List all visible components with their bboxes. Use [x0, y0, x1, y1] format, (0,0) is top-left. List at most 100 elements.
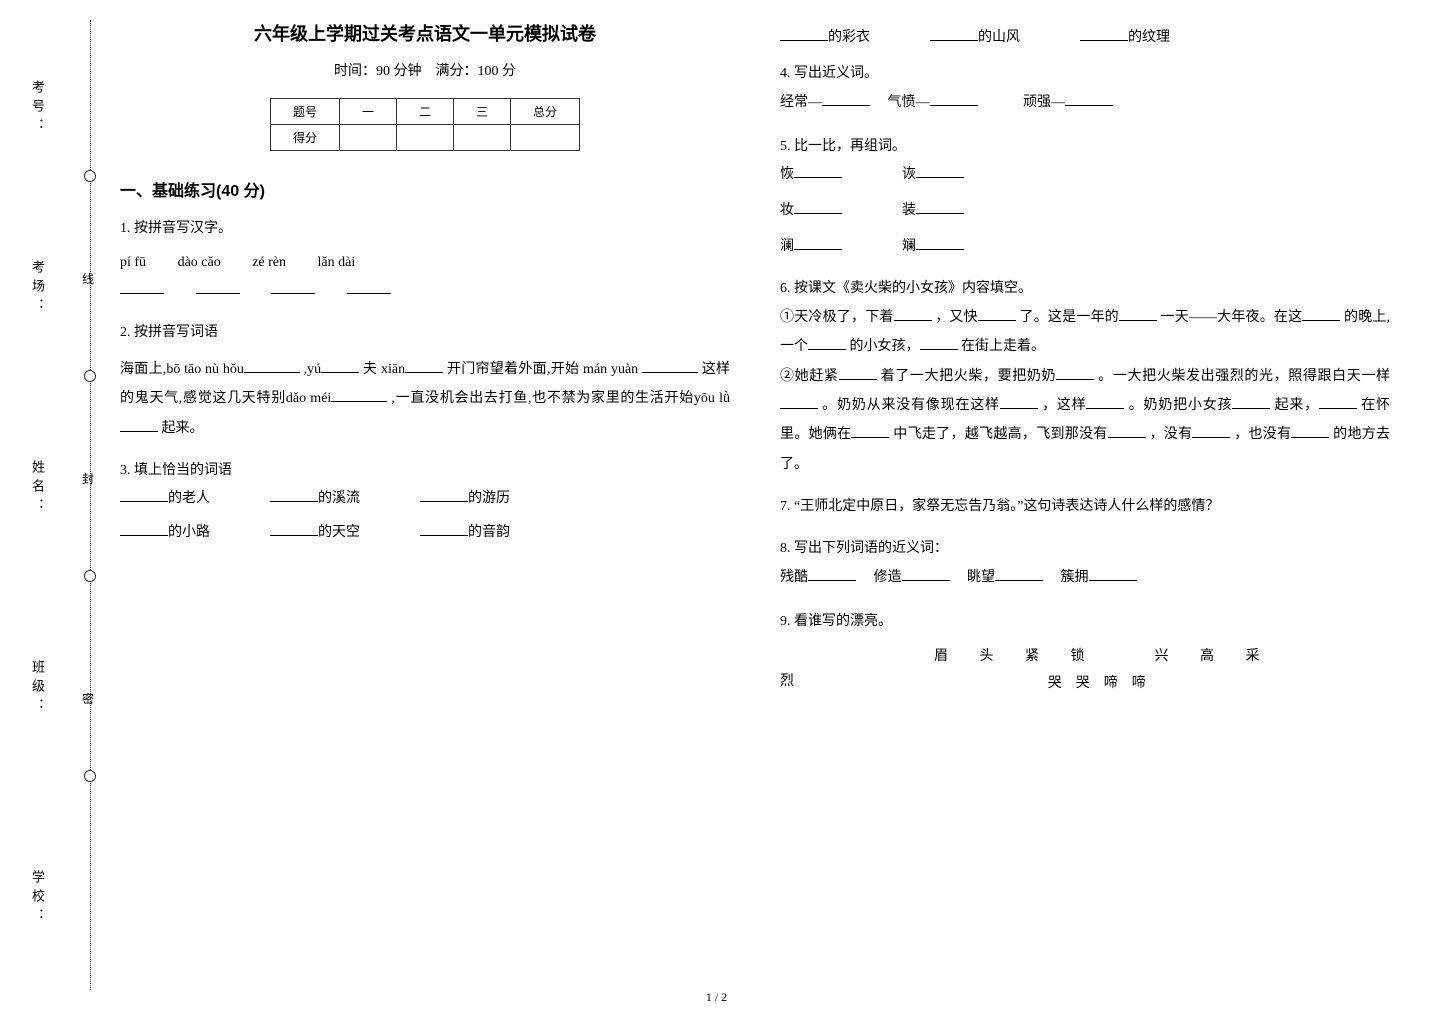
blank[interactable]	[1080, 27, 1128, 41]
q6-label: 6. 按课文《卖火柴的小女孩》内容填空。	[780, 275, 1390, 303]
q4: 4. 写出近义词。 经常— 气愤— 顽强—	[780, 60, 1390, 119]
q5-char: 装	[902, 203, 916, 218]
q3-item: 的山风	[978, 30, 1020, 45]
q8-item: 眺望	[967, 570, 995, 585]
binding-circle	[84, 570, 96, 582]
binding-circle	[84, 770, 96, 782]
blank[interactable]	[978, 307, 1016, 321]
blank[interactable]	[1056, 366, 1094, 380]
blank[interactable]	[120, 522, 168, 536]
q2-text: ,一直没机会出去打鱼,也不禁为家里的生活开始yōu lǜ	[392, 391, 730, 406]
left-column: 六年级上学期过关考点语文一单元模拟试卷 时间：90 分钟 满分：100 分 题号…	[120, 20, 740, 980]
binding-label-class: 班级：	[28, 660, 47, 717]
q4-label: 4. 写出近义词。	[780, 60, 1390, 88]
q3-item: 的小路	[168, 525, 210, 540]
q6-text: 的小女孩，	[850, 339, 920, 354]
blank[interactable]	[270, 488, 318, 502]
blank[interactable]	[1108, 424, 1146, 438]
q1-pinyin: dào cǎo	[178, 249, 221, 277]
q5-char: 斓	[902, 239, 916, 254]
score-cell[interactable]	[511, 125, 580, 151]
q4-item: 顽强—	[1023, 95, 1065, 110]
seal-char: 密	[82, 690, 94, 707]
blank[interactable]	[930, 92, 978, 106]
binding-label-school: 学校：	[28, 870, 47, 927]
q2-label: 2. 按拼音写词语	[120, 319, 730, 347]
blank[interactable]	[1000, 395, 1038, 409]
score-cell[interactable]	[339, 125, 396, 151]
q3-item: 的天空	[318, 525, 360, 540]
blank[interactable]	[120, 488, 168, 502]
blank[interactable]	[894, 307, 932, 321]
q2: 2. 按拼音写词语 海面上,bō tāo nù hǒu ,yú 夫 xiān 开…	[120, 319, 730, 443]
blank[interactable]	[347, 293, 391, 294]
blank[interactable]	[196, 293, 240, 294]
blank[interactable]	[780, 395, 818, 409]
blank[interactable]	[120, 418, 158, 432]
blank[interactable]	[808, 336, 846, 350]
q7-label: 7. “王师北定中原日，家祭无忘告乃翁。”这句诗表达诗人什么样的感情？	[780, 493, 1390, 521]
right-column: 的彩衣 的山风 的纹理 4. 写出近义词。 经常— 气愤— 顽强— 5. 比一比…	[780, 20, 1400, 980]
blank[interactable]	[794, 236, 842, 250]
score-th: 一	[339, 99, 396, 125]
blank[interactable]	[902, 567, 950, 581]
q4-item: 气愤—	[888, 95, 930, 110]
blank[interactable]	[930, 27, 978, 41]
score-th: 三	[454, 99, 511, 125]
blank[interactable]	[270, 522, 318, 536]
blank[interactable]	[851, 424, 889, 438]
blank[interactable]	[420, 522, 468, 536]
blank[interactable]	[420, 488, 468, 502]
q6-text: ，没有	[1150, 427, 1193, 442]
q6-text: 。奶奶把小女孩	[1129, 398, 1233, 413]
blank[interactable]	[1065, 92, 1113, 106]
blank[interactable]	[1302, 307, 1340, 321]
score-th: 题号	[270, 99, 339, 125]
q3-item: 的溪流	[318, 491, 360, 506]
blank[interactable]	[794, 164, 842, 178]
q9-phrase-box: 眉 头 紧 锁 兴 高 采 哭哭啼啼	[934, 644, 1274, 697]
q6-text: 一天——大年夜。在这	[1161, 310, 1303, 325]
q8-item: 残酷	[780, 570, 808, 585]
blank[interactable]	[822, 92, 870, 106]
blank[interactable]	[120, 293, 164, 294]
blank[interactable]	[1192, 424, 1230, 438]
blank[interactable]	[916, 200, 964, 214]
blank[interactable]	[405, 359, 443, 373]
blank[interactable]	[271, 293, 315, 294]
blank[interactable]	[1089, 567, 1137, 581]
blank[interactable]	[642, 359, 698, 373]
blank[interactable]	[1232, 395, 1270, 409]
blank[interactable]	[916, 164, 964, 178]
q9-label: 9. 看谁写的漂亮。	[780, 608, 1390, 636]
q3-item: 的彩衣	[828, 30, 870, 45]
q9: 9. 看谁写的漂亮。 烈 眉 头 紧 锁 兴 高 采 哭哭啼啼	[780, 608, 1390, 697]
blank[interactable]	[1086, 395, 1124, 409]
blank[interactable]	[1319, 395, 1357, 409]
blank[interactable]	[244, 359, 300, 373]
blank[interactable]	[839, 366, 877, 380]
blank[interactable]	[794, 200, 842, 214]
score-cell[interactable]	[396, 125, 453, 151]
binding-label-name: 姓名：	[28, 460, 47, 517]
exam-subtitle: 时间：90 分钟 满分：100 分	[120, 60, 730, 80]
binding-column: 学校： 班级： 姓名： 考场： 考号： 密 封 线	[20, 0, 100, 1011]
blank[interactable]	[1119, 307, 1157, 321]
score-cell[interactable]	[454, 125, 511, 151]
blank[interactable]	[321, 359, 359, 373]
q2-paragraph: 海面上,bō tāo nù hǒu ,yú 夫 xiān 开门帘望着外面,开始 …	[120, 355, 730, 443]
q2-text: 夫 xiān	[363, 362, 405, 377]
q3-label: 3. 填上恰当的词语	[120, 457, 730, 485]
blank[interactable]	[995, 567, 1043, 581]
q6-p2: ②她赶紧 着了一大把火柴，要把奶奶 。一大把火柴发出强烈的光，照得跟白天一样 。…	[780, 362, 1390, 480]
blank[interactable]	[920, 336, 958, 350]
q6-text: 在街上走着。	[961, 339, 1045, 354]
q5-char: 澜	[780, 239, 794, 254]
blank[interactable]	[808, 567, 856, 581]
blank[interactable]	[916, 236, 964, 250]
blank[interactable]	[780, 27, 828, 41]
blank[interactable]	[331, 388, 387, 402]
q5-char: 恢	[780, 167, 794, 182]
blank[interactable]	[1291, 424, 1329, 438]
q6-text: ，也没有	[1234, 427, 1291, 442]
